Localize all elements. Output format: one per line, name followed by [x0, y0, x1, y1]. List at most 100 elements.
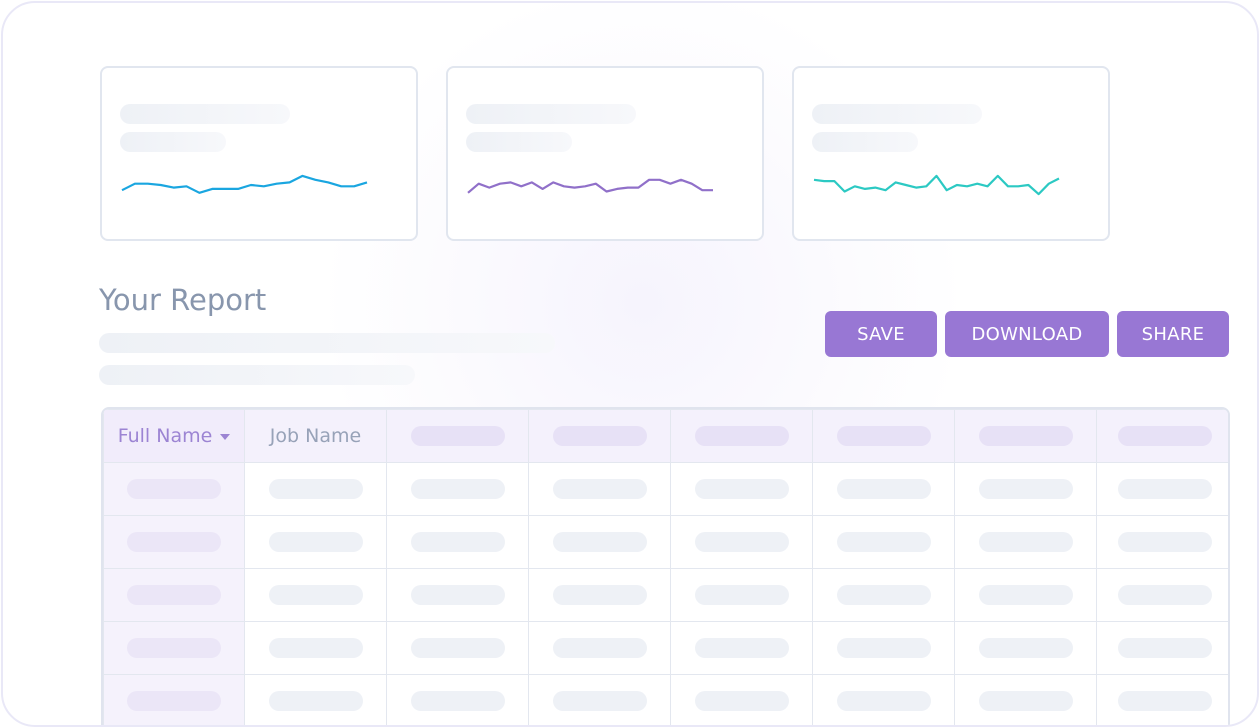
table-cell — [1096, 462, 1228, 516]
skeleton-cell — [410, 585, 505, 605]
column-header[interactable] — [1096, 409, 1228, 463]
table-cell — [670, 462, 813, 516]
table-cell — [812, 674, 955, 725]
column-header-full-name[interactable]: Full Name — [103, 409, 245, 463]
table-cell — [244, 674, 387, 725]
skeleton-line — [812, 104, 982, 124]
table-cell — [244, 621, 387, 675]
skeleton-line — [99, 365, 415, 385]
skeleton-cell — [410, 691, 505, 711]
skeleton-cell — [268, 691, 363, 711]
sparkline-chart — [467, 178, 713, 194]
column-header[interactable] — [528, 409, 671, 463]
skeleton-cell — [552, 479, 647, 499]
skeleton-cell — [127, 691, 221, 711]
skeleton-cell — [410, 426, 505, 446]
skeleton-cell — [552, 532, 647, 552]
table-cell — [670, 674, 813, 725]
skeleton-cell — [410, 479, 505, 499]
skeleton-cell — [1117, 532, 1212, 552]
skeleton-cell — [127, 532, 221, 552]
table-cell — [954, 674, 1097, 725]
skeleton-cell — [836, 638, 931, 658]
skeleton-line — [466, 132, 572, 152]
skeleton-cell — [552, 638, 647, 658]
skeleton-cell — [268, 638, 363, 658]
table-cell — [812, 621, 955, 675]
skeleton-line — [120, 104, 290, 124]
sparkline-chart — [813, 174, 1060, 196]
skeleton-cell — [127, 638, 221, 658]
skeleton-cell — [410, 638, 505, 658]
table-row[interactable] — [103, 568, 1228, 622]
skeleton-cell — [1117, 691, 1212, 711]
skeleton-cell — [410, 532, 505, 552]
skeleton-cell — [268, 585, 363, 605]
table-cell — [528, 674, 671, 725]
share-button[interactable]: SHARE — [1117, 311, 1229, 357]
column-header[interactable] — [812, 409, 955, 463]
table-cell — [954, 568, 1097, 622]
skeleton-cell — [268, 479, 363, 499]
table-cell — [954, 515, 1097, 569]
skeleton-cell — [694, 691, 789, 711]
skeleton-cell — [978, 426, 1073, 446]
table-row[interactable] — [103, 621, 1228, 675]
table-cell — [103, 674, 245, 725]
skeleton-cell — [1117, 585, 1212, 605]
table-cell — [670, 621, 813, 675]
table-cell — [244, 515, 387, 569]
column-header[interactable] — [954, 409, 1097, 463]
table-cell — [1096, 568, 1228, 622]
save-button[interactable]: SAVE — [825, 311, 937, 357]
column-header[interactable] — [670, 409, 813, 463]
skeleton-cell — [552, 691, 647, 711]
skeleton-cell — [127, 479, 221, 499]
skeleton-cell — [978, 532, 1073, 552]
skeleton-cell — [694, 426, 789, 446]
table-row[interactable] — [103, 515, 1228, 569]
skeleton-cell — [836, 532, 931, 552]
table-cell — [528, 621, 671, 675]
skeleton-line — [99, 333, 555, 353]
table-cell — [1096, 621, 1228, 675]
column-header[interactable] — [386, 409, 529, 463]
column-header-job-name[interactable]: Job Name — [244, 409, 387, 463]
table-cell — [244, 568, 387, 622]
skeleton-cell — [836, 479, 931, 499]
table-cell — [812, 568, 955, 622]
table-row[interactable] — [103, 674, 1228, 725]
table-cell — [386, 621, 529, 675]
skeleton-cell — [978, 479, 1073, 499]
table-cell — [670, 568, 813, 622]
metric-card-1 — [100, 66, 418, 241]
table-row[interactable] — [103, 462, 1228, 516]
skeleton-cell — [978, 691, 1073, 711]
table-cell — [103, 621, 245, 675]
table-cell — [812, 462, 955, 516]
skeleton-cell — [694, 585, 789, 605]
table-cell — [386, 515, 529, 569]
skeleton-cell — [978, 638, 1073, 658]
table-cell — [103, 568, 245, 622]
skeleton-cell — [1117, 479, 1212, 499]
skeleton-cell — [552, 426, 647, 446]
metric-card-3 — [792, 66, 1110, 241]
skeleton-cell — [1117, 638, 1212, 658]
sparkline-chart — [121, 174, 368, 194]
table-cell — [528, 462, 671, 516]
skeleton-cell — [552, 585, 647, 605]
table-cell — [386, 568, 529, 622]
table-header-row: Full Name Job Name — [103, 409, 1228, 463]
skeleton-cell — [836, 691, 931, 711]
table-cell — [103, 515, 245, 569]
skeleton-cell — [836, 585, 931, 605]
table-cell — [244, 462, 387, 516]
sort-caret-icon[interactable] — [220, 434, 231, 440]
table-cell — [954, 621, 1097, 675]
skeleton-cell — [127, 585, 221, 605]
skeleton-cell — [1117, 426, 1212, 446]
table-cell — [386, 674, 529, 725]
download-button[interactable]: DOWNLOAD — [945, 311, 1109, 357]
